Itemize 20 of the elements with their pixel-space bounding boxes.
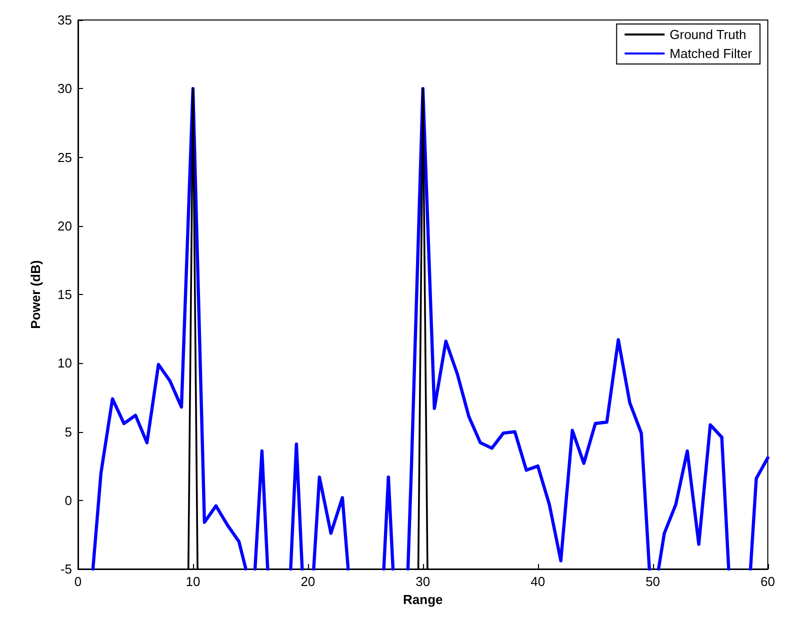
x-tick-label: 60 bbox=[760, 574, 776, 589]
legend-label: Ground Truth bbox=[670, 27, 746, 42]
y-tick-label: 10 bbox=[58, 356, 72, 371]
legend-label: Matched Filter bbox=[670, 46, 753, 61]
y-tick-label: 0 bbox=[64, 492, 72, 508]
y-axis-title: Power (dB) bbox=[28, 260, 43, 329]
y-tick-label: 35 bbox=[58, 12, 72, 28]
x-tick-label: 20 bbox=[300, 574, 316, 589]
x-tick-label: 10 bbox=[186, 574, 200, 589]
x-axis-title: Range bbox=[403, 592, 443, 607]
x-tick-label: 0 bbox=[74, 574, 82, 589]
y-tick-label: 25 bbox=[58, 150, 72, 165]
x-tick-label: 50 bbox=[646, 574, 660, 589]
y-tick-label: 15 bbox=[58, 287, 72, 302]
y-tick-label: 20 bbox=[58, 218, 72, 234]
y-tick-label: -5 bbox=[60, 562, 72, 576]
y-tick-label: 5 bbox=[64, 424, 72, 440]
x-tick-label: 40 bbox=[530, 574, 546, 589]
y-tick-label: 30 bbox=[58, 81, 72, 96]
x-tick-label: 30 bbox=[416, 574, 430, 589]
